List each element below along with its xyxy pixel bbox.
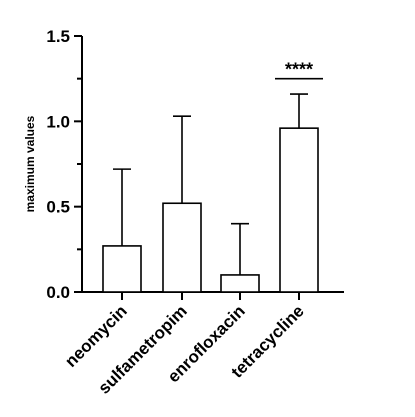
y-tick-label: 0.5 <box>46 198 70 217</box>
significance-label: **** <box>285 60 313 80</box>
y-tick-label: 0.0 <box>46 283 70 302</box>
bar-enrofloxacin <box>220 274 260 293</box>
bar-sulfametropim <box>162 202 202 293</box>
bar-neomycin <box>102 245 142 293</box>
y-tick-label: 1.5 <box>46 27 70 46</box>
y-axis-title: maximum values <box>23 115 37 212</box>
bar-tetracycline <box>279 127 319 293</box>
y-tick-label: 1.0 <box>46 112 70 131</box>
